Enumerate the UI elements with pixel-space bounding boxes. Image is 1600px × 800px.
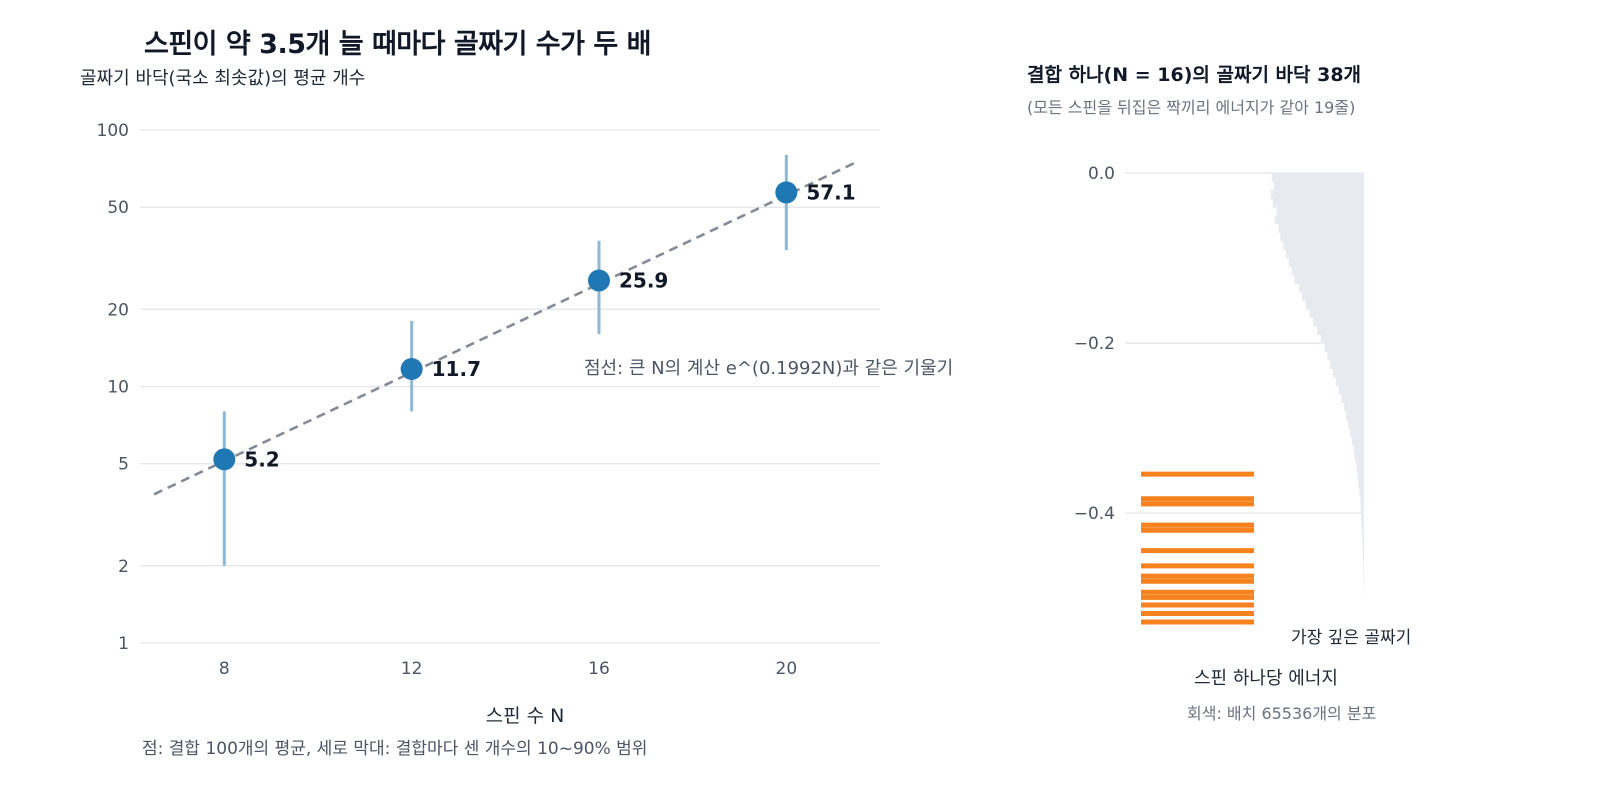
energy-histogram — [1270, 173, 1364, 599]
histogram-bar — [1305, 300, 1364, 310]
chart-footnote: 점: 결합 100개의 평균, 세로 막대: 결합마다 센 개수의 10~90%… — [142, 739, 648, 759]
y-tick-label: 50 — [107, 198, 129, 218]
x-tick-labels: 8 12 16 20 — [219, 659, 797, 679]
histogram-bar — [1362, 530, 1364, 540]
deepest-valley-label: 가장 깊은 골짜기 — [1291, 628, 1411, 648]
histogram-bar — [1356, 462, 1364, 472]
histogram-bar — [1348, 419, 1364, 429]
histogram-bar — [1360, 504, 1364, 514]
histogram-bar — [1359, 487, 1364, 497]
histogram-bar — [1273, 181, 1364, 191]
y-tick-label: 10 — [107, 378, 129, 398]
y-tick-label: 5 — [118, 455, 129, 475]
histogram-bar — [1363, 564, 1364, 574]
histogram-bar — [1327, 351, 1364, 361]
energy-tick-labels: 0.0 −0.2 −0.4 — [1074, 164, 1115, 524]
histogram-bar — [1353, 445, 1364, 455]
y-tick-label: 100 — [97, 121, 129, 141]
data-label: 25.9 — [619, 268, 668, 292]
histogram-bar — [1341, 394, 1364, 404]
histogram-bar — [1358, 479, 1364, 489]
data-point — [213, 448, 236, 471]
data-points — [213, 181, 798, 471]
histogram-bar — [1309, 309, 1364, 318]
histogram-bar — [1362, 547, 1364, 557]
histogram-bar — [1354, 453, 1364, 463]
x-tick-label: 8 — [219, 659, 230, 679]
histogram-bar — [1349, 428, 1364, 438]
histogram-bar — [1278, 224, 1364, 233]
histogram-note: 회색: 배치 65536개의 분포 — [1187, 704, 1377, 723]
data-label: 57.1 — [806, 180, 855, 204]
histogram-bar — [1285, 249, 1364, 259]
histogram-bar — [1335, 377, 1364, 387]
valley-lines — [1141, 471, 1254, 625]
histogram-bar — [1291, 266, 1364, 276]
histogram-bar — [1360, 496, 1364, 506]
histogram-bar — [1363, 572, 1364, 582]
x-tick-label: 16 — [588, 659, 610, 679]
chart-title: 스핀이 약 3.5개 늘 때마다 골짜기 수가 두 배 — [144, 29, 651, 60]
histogram-bar — [1346, 411, 1364, 421]
histogram-bar — [1270, 190, 1364, 199]
histogram-bar — [1274, 215, 1364, 225]
histogram-bar — [1363, 555, 1364, 565]
histogram-bar — [1351, 436, 1364, 446]
x-tick-label: 12 — [401, 659, 423, 679]
data-point — [775, 181, 798, 204]
energy-panel: 0.0 −0.2 −0.4 가장 깊은 골짜기 — [1074, 164, 1412, 648]
energy-tick-label: −0.2 — [1074, 334, 1115, 354]
histogram-bar — [1272, 198, 1364, 208]
histogram-bar — [1271, 173, 1364, 182]
histogram-bar — [1301, 292, 1364, 301]
histogram-bar — [1324, 343, 1364, 352]
histogram-bar — [1361, 513, 1364, 523]
histogram-bar — [1280, 232, 1364, 242]
histogram-bar — [1294, 275, 1364, 284]
histogram-bar — [1313, 317, 1364, 327]
histogram-bar — [1276, 207, 1364, 216]
histogram-bar — [1361, 521, 1364, 531]
histogram-bar — [1299, 283, 1364, 293]
y-tick-labels: 1 2 5 10 20 50 100 — [97, 121, 129, 654]
histogram-bar — [1317, 326, 1364, 335]
y-tick-label: 1 — [118, 634, 129, 654]
x-tick-label: 20 — [776, 659, 798, 679]
x-axis-label: 스핀 수 N — [486, 705, 565, 727]
y-tick-label: 2 — [118, 557, 129, 577]
data-labels: 5.2 11.7 25.9 57.1 — [244, 180, 855, 471]
y-tick-label: 20 — [107, 300, 129, 320]
y-gridlines — [140, 129, 880, 644]
panel-title: 결합 하나(N = 16)의 골짜기 바닥 38개 — [1027, 64, 1362, 86]
data-point — [587, 269, 610, 292]
histogram-bar — [1330, 360, 1364, 370]
histogram-bar — [1288, 258, 1364, 267]
data-label: 11.7 — [432, 357, 481, 381]
histogram-bar — [1357, 470, 1364, 480]
histogram-bar — [1320, 334, 1364, 344]
histogram-bar — [1332, 368, 1364, 378]
energy-tick-label: 0.0 — [1088, 164, 1115, 184]
trend-annotation: 점선: 큰 N의 계산 e^(0.1992N)과 같은 기울기 — [584, 358, 953, 379]
histogram-bar — [1283, 241, 1364, 250]
histogram-bar — [1362, 538, 1364, 548]
data-point — [400, 358, 423, 381]
chart-subtitle: 골짜기 바닥(국소 최솟값)의 평균 개수 — [80, 68, 366, 89]
energy-axis-label: 스핀 하나당 에너지 — [1194, 668, 1338, 689]
histogram-bar — [1338, 385, 1364, 395]
energy-tick-label: −0.4 — [1074, 504, 1115, 524]
trend-line — [153, 160, 858, 496]
panel-subtitle: (모든 스핀을 뒤집은 짝끼리 에너지가 같아 19줄) — [1027, 98, 1356, 117]
data-label: 5.2 — [244, 447, 279, 471]
histogram-bar — [1344, 402, 1364, 412]
